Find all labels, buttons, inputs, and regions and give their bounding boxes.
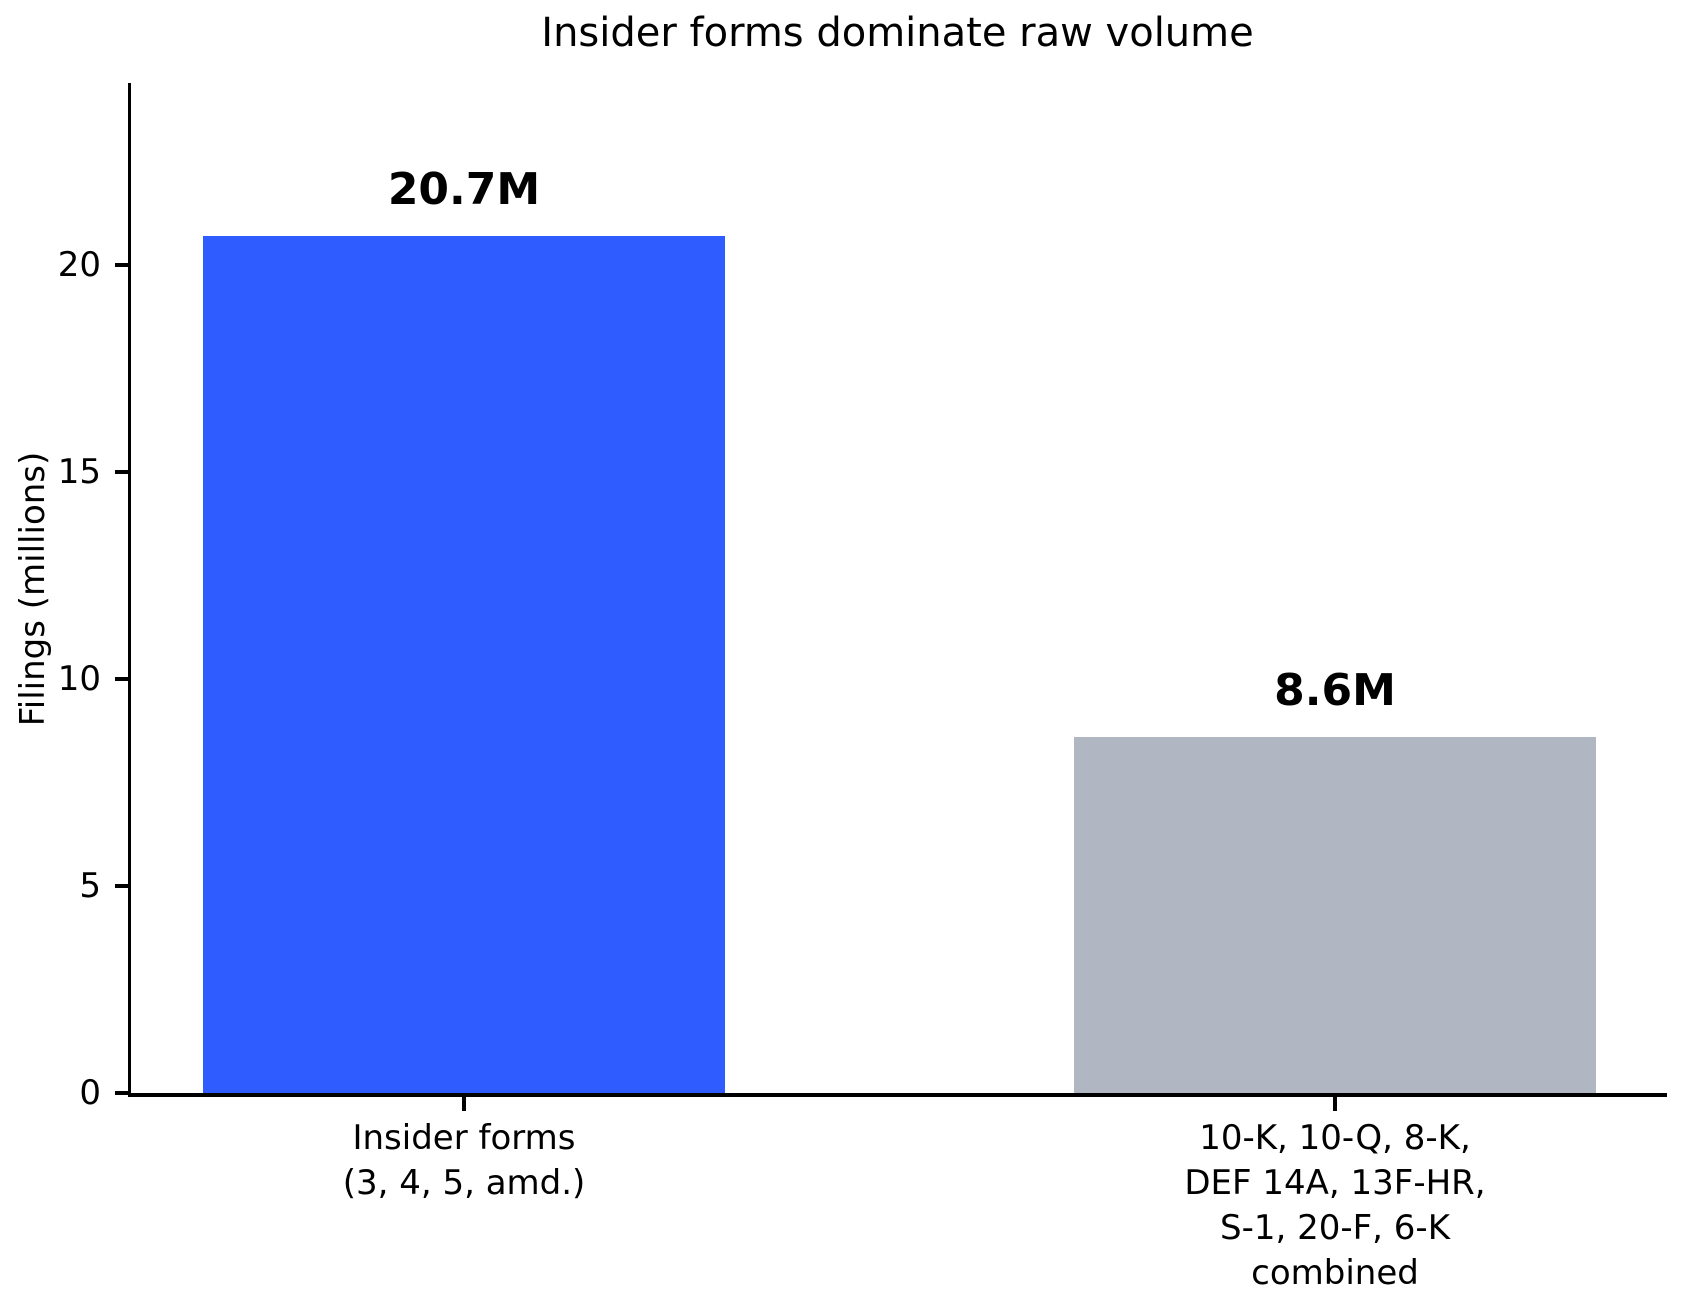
bar-insider-forms [203,236,725,1093]
y-tick-mark [115,884,131,888]
y-tick-label: 10 [57,659,101,699]
bar-value-label-insider: 20.7M [387,164,541,216]
y-tick-label: 15 [57,452,101,492]
y-tick-mark [115,677,131,681]
bar-other-forms-combined [1074,736,1596,1093]
y-tick-label: 0 [79,1073,101,1113]
y-tick-label: 20 [57,245,101,285]
y-axis-label: Filings (millions) [13,451,53,727]
y-tick-label: 5 [79,866,101,906]
y-tick-mark [115,263,131,267]
y-tick-mark [115,470,131,474]
y-tick-mark [115,1091,131,1095]
bar-value-label-other: 8.6M [1274,664,1396,716]
x-axis-line [128,1093,1667,1097]
y-axis-line [128,83,131,1097]
chart-title: Insider forms dominate raw volume [541,10,1254,56]
x-tick-label-other: 10-K, 10-Q, 8-K, DEF 14A, 13F-HR, S-1, 2… [1184,1118,1486,1293]
x-tick-mark-other [1333,1097,1337,1111]
x-tick-label-insider: Insider forms (3, 4, 5, amd.) [342,1118,586,1203]
x-tick-mark-insider [462,1097,466,1111]
